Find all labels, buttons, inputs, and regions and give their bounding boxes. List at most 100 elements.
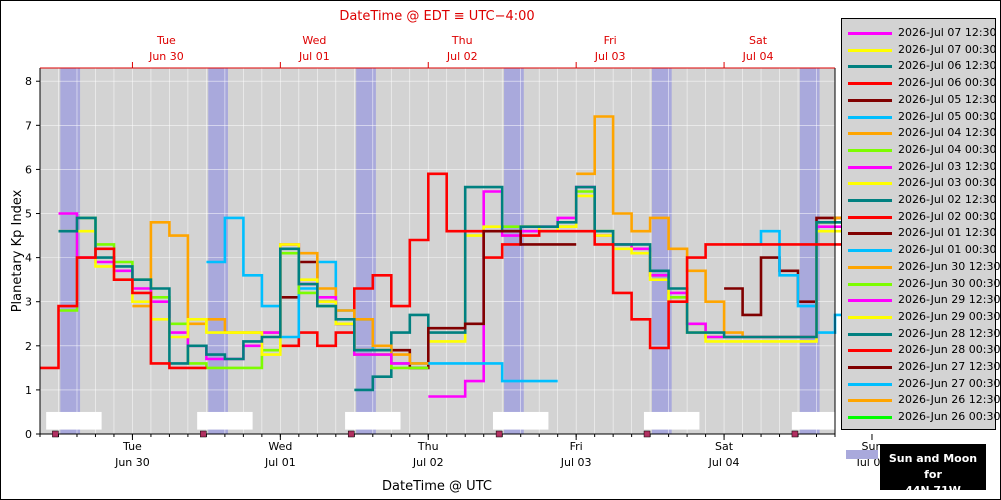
midnight-marker	[495, 430, 503, 438]
legend-label: 2026-Jul 02 00:30	[898, 209, 997, 223]
x-tick-day: Fri	[570, 440, 583, 453]
legend-item: 2026-Jun 30 12:30	[848, 259, 1000, 275]
legend-swatch	[848, 98, 892, 102]
legend-swatch	[848, 232, 892, 236]
legend-label: 2026-Jun 28 00:30	[898, 343, 1001, 357]
moon-bar-5	[791, 411, 848, 430]
legend-swatch	[848, 366, 892, 369]
legend-item: 2026-Jun 30 00:30	[848, 276, 1000, 292]
legend-swatch	[848, 115, 892, 119]
legend-item: 2026-Jun 26 12:30	[848, 392, 1000, 408]
legend-item: 2026-Jul 02 12:30	[848, 192, 997, 208]
midnight-marker	[52, 430, 59, 438]
legend-label: 2026-Jun 27 12:30	[898, 360, 1001, 373]
midnight-marker	[791, 430, 799, 438]
y-tick-label: 1	[25, 384, 32, 397]
legend-item: 2026-Jun 28 00:30	[848, 342, 1000, 358]
legend-item: 2026-Jul 06 12:30	[848, 58, 997, 74]
x-tick-date: Jun 30	[114, 456, 150, 469]
legend-item: 2026-Jul 05 00:30	[848, 109, 997, 125]
legend-item: 2026-Jul 02 00:30	[848, 209, 997, 225]
legend-label: 2026-Jul 04 00:30	[898, 142, 997, 156]
series-line-11	[280, 172, 854, 350]
top-tick-day: Sat	[749, 34, 768, 47]
y-tick-label: 7	[25, 119, 32, 132]
sun-band-0	[60, 68, 81, 434]
legend-item: 2026-Jul 04 12:30	[848, 125, 997, 141]
legend-item: 2026-Jul 07 12:30	[848, 25, 997, 41]
y-tick-label: 4	[25, 252, 32, 265]
legend-swatch	[848, 299, 892, 303]
top-tick-date: Jul 04	[742, 50, 774, 63]
legend-label: 2026-Jun 26 12:30	[898, 393, 1001, 407]
y-title: Planetary Kp Index	[10, 189, 25, 312]
legend-item: 2026-Jul 04 00:30	[848, 142, 997, 158]
x-tick-day: Sun	[862, 440, 883, 453]
x-tick-date: Jul 03	[560, 456, 592, 469]
legend-swatch	[848, 48, 892, 52]
midnight-marker	[347, 430, 355, 438]
y-tick-label: 5	[25, 208, 32, 221]
legend-label: 2026-Jul 02 12:30	[898, 193, 997, 206]
legend-item: 2026-Jul 03 12:30	[848, 159, 997, 175]
legend-label: 2026-Jul 07 12:30	[898, 26, 997, 39]
y-tick-label: 2	[25, 340, 32, 353]
legend-label: 2026-Jul 05 12:30	[898, 92, 997, 106]
x-tick-day: Tue	[122, 440, 142, 453]
legend-label: 2026-Jul 06 12:30	[898, 59, 997, 73]
legend-label: 2026-Jun 27 00:30	[898, 376, 1001, 390]
legend-item: 2026-Jul 01 00:30	[848, 242, 997, 258]
midnight-marker	[200, 430, 207, 438]
legend-item: 2026-Jun 29 12:30	[848, 292, 1000, 308]
legend-swatch	[848, 215, 892, 219]
legend-item: 2026-Jun 27 12:30	[848, 359, 1000, 375]
midnight-marker	[643, 430, 651, 438]
sun-band-4	[651, 68, 672, 434]
legend-label: 2026-Jun 30 12:30	[898, 259, 1001, 273]
legend-swatch	[848, 315, 892, 319]
sun-moon-label: Sun and Moon for 44N 71W	[880, 444, 986, 497]
legend-label: 2026-Jul 03 12:30	[898, 159, 997, 173]
x-tick-day: Wed	[268, 440, 292, 453]
x-tick-date: Jul 05	[856, 456, 888, 469]
legend-swatch	[848, 82, 892, 86]
legend-item: 2026-Jun 26 00:30	[848, 409, 1000, 425]
legend-label: 2026-Jun 26 00:30	[898, 410, 1001, 424]
legend-label: 2026-Jun 28 12:30	[898, 326, 1001, 340]
x-tick-day: Thu	[417, 440, 439, 453]
legend-item: 2026-Jun 28 12:30	[848, 326, 1000, 342]
legend-swatch	[848, 349, 892, 353]
legend-swatch	[848, 165, 892, 169]
legend-swatch	[848, 282, 892, 286]
top-tick-day: Tue	[156, 34, 176, 47]
legend-label: 2026-Jun 29 00:30	[898, 309, 1001, 323]
legend-label: 2026-Jul 01 00:30	[898, 243, 997, 257]
legend-swatch	[848, 249, 892, 253]
plot-area	[40, 68, 835, 434]
legend-label: 2026-Jul 06 00:30	[898, 76, 997, 90]
sun-band-1	[208, 68, 228, 434]
x-tick-date: Jul 04	[708, 456, 740, 469]
top-tick-date: Jul 01	[298, 50, 330, 63]
legend-swatch	[848, 132, 892, 136]
sun-moon-label-line2: 44N 71W	[905, 484, 961, 497]
legend-swatch	[848, 382, 892, 386]
legend-label: 2026-Jul 04 12:30	[898, 126, 997, 140]
legend: 2026-Jul 07 12:30 2026-Jul 07 00:30 2026-J…	[841, 18, 1000, 430]
x-tick-day: Sat	[715, 440, 734, 453]
top-tick-day: Wed	[302, 34, 326, 47]
bottom-title: DateTime @ UTC	[382, 479, 492, 494]
legend-item: 2026-Jun 29 00:30	[848, 309, 1000, 325]
y-tick-label: 3	[25, 296, 32, 309]
legend-swatch	[848, 148, 892, 152]
series-line-19	[40, 247, 207, 370]
legend-swatch	[848, 65, 892, 69]
legend-swatch	[848, 182, 892, 186]
sun-band-3	[504, 68, 524, 434]
top-tick-day: Thu	[451, 34, 473, 47]
y-tick-label: 0	[25, 428, 32, 441]
x-tick-date: Jul 02	[412, 456, 444, 469]
legend-swatch	[848, 32, 892, 35]
top-tick-day: Fri	[604, 34, 617, 47]
